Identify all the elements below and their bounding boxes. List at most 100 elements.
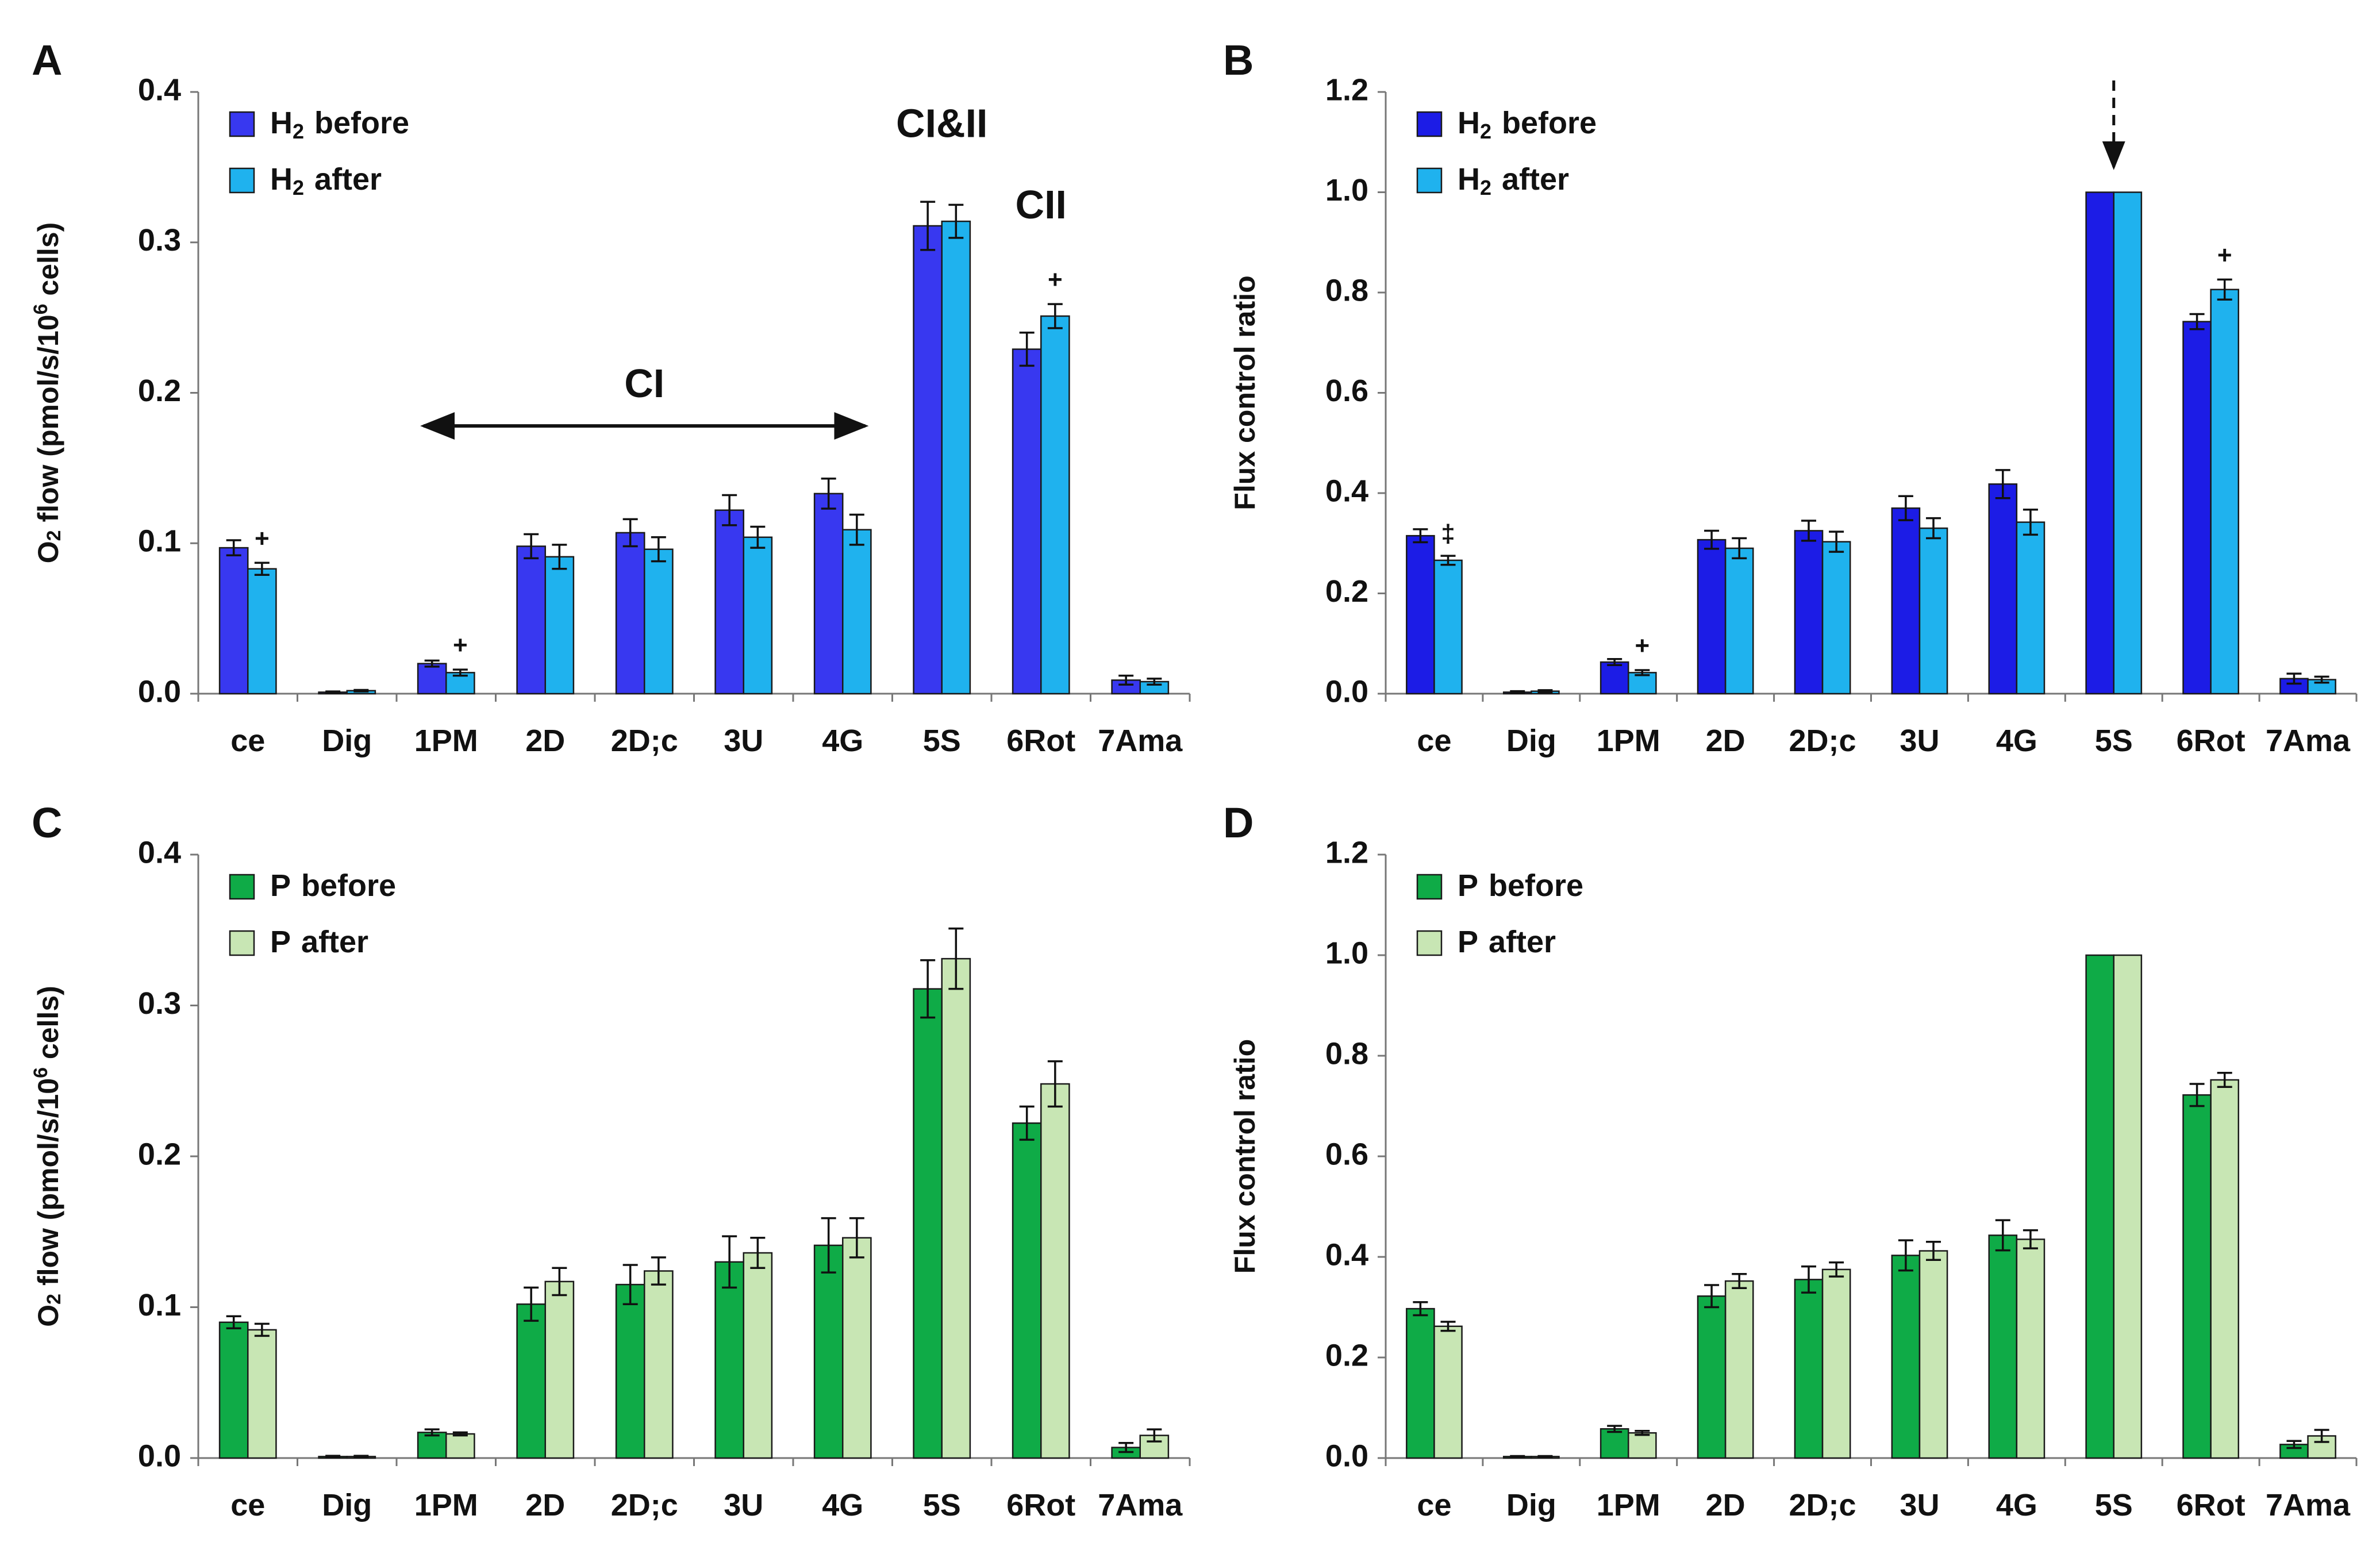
bar xyxy=(1891,507,1921,695)
y-title-mid: flow (pmol/s/10 xyxy=(32,1078,64,1294)
x-tick-label: 6Rot xyxy=(2177,1488,2246,1522)
significance-mark: + xyxy=(255,524,270,552)
legend-main: P xyxy=(1458,925,1478,959)
legend-entry-label: H2 after xyxy=(270,162,382,199)
legend-entry-label: H2 after xyxy=(1458,162,1569,199)
y-tick-label: 0.1 xyxy=(138,1288,181,1322)
bar xyxy=(743,536,773,695)
legend-rest: after xyxy=(1489,925,1556,959)
x-tick-label: Dig xyxy=(1506,724,1556,758)
x-tick-label: 6Rot xyxy=(1006,1488,1075,1522)
x-tick-label: 6Rot xyxy=(1006,724,1075,758)
legend-swatch xyxy=(229,167,255,194)
x-tick-label: 3U xyxy=(1900,1488,1939,1522)
bar xyxy=(1794,530,1824,695)
panel-letter: A xyxy=(32,36,62,84)
bar xyxy=(714,509,745,695)
y-tick-label: 0.4 xyxy=(1325,1237,1368,1272)
bar xyxy=(2113,191,2143,695)
x-tick-label: 2D;c xyxy=(611,1488,678,1522)
y-tick-label: 0.3 xyxy=(138,223,181,257)
y-title-sub: 2 xyxy=(43,1294,65,1305)
y-tick-label: 0.1 xyxy=(138,524,181,559)
bar xyxy=(1988,483,2018,695)
bar xyxy=(743,1252,773,1459)
y-title-end: cells) xyxy=(32,222,64,304)
y-tick-label: 0.2 xyxy=(1325,574,1368,609)
x-tick-label: 4G xyxy=(1996,1488,2037,1522)
y-axis-title: Flux control ratio xyxy=(1229,1039,1261,1274)
x-tick-label: 5S xyxy=(2095,1488,2133,1522)
legend-main: P xyxy=(1458,868,1478,903)
legend-swatch xyxy=(229,874,255,900)
bar xyxy=(813,1244,844,1459)
x-tick-label: 2D xyxy=(1706,1488,1745,1522)
x-tick-label: ce xyxy=(1417,1488,1451,1522)
x-tick-label: 2D;c xyxy=(1789,1488,1856,1522)
legend-rest: after xyxy=(314,162,382,197)
bar xyxy=(2210,289,2240,695)
bar xyxy=(1891,1255,1921,1459)
bar xyxy=(842,529,872,695)
x-tick-label: Dig xyxy=(322,1488,372,1522)
x-tick-label: 7Ama xyxy=(1098,1488,1183,1522)
x-tick-label: 4G xyxy=(1996,724,2037,758)
x-tick-label: 2D;c xyxy=(611,724,678,758)
x-tick-label: Dig xyxy=(322,724,372,758)
y-title-o: O xyxy=(32,1305,64,1327)
y-tick-label: 1.0 xyxy=(1325,936,1368,970)
bar xyxy=(913,225,943,695)
bar xyxy=(941,220,971,695)
y-title-sup: 6 xyxy=(30,1067,52,1078)
bar xyxy=(218,547,249,695)
annotation-label: CI xyxy=(624,361,664,406)
bar xyxy=(2016,1239,2046,1459)
panel-letter: C xyxy=(32,799,62,847)
legend-swatch xyxy=(1416,167,1443,194)
legend-main: H xyxy=(270,106,293,140)
legend-main: H xyxy=(1458,106,1480,140)
y-tick-label: 0.0 xyxy=(1325,674,1368,709)
bar xyxy=(1040,315,1070,695)
y-title-o: O xyxy=(32,541,64,563)
y-tick-label: 0.0 xyxy=(138,1439,181,1473)
bar xyxy=(842,1237,872,1459)
x-tick-label: 1PM xyxy=(1597,724,1660,758)
y-tick-label: 1.2 xyxy=(1325,72,1368,107)
bar xyxy=(2182,1094,2212,1459)
x-tick-label: 5S xyxy=(923,1488,961,1522)
x-tick-label: 7Ama xyxy=(2266,724,2351,758)
x-tick-label: 2D xyxy=(525,724,565,758)
x-tick-label: 4G xyxy=(822,1488,863,1522)
legend-main: H xyxy=(1458,162,1480,197)
significance-mark: + xyxy=(1048,266,1063,294)
x-tick-label: ce xyxy=(1417,724,1451,758)
y-tick-label: 1.2 xyxy=(1325,835,1368,870)
bar xyxy=(1697,1295,1727,1459)
bar xyxy=(1600,1428,1629,1459)
y-axis-title: O2 flow (pmol/s/106 cells) xyxy=(30,222,66,564)
bar xyxy=(544,1280,575,1459)
legend-swatch xyxy=(1416,874,1443,900)
x-tick-label: 3U xyxy=(1900,724,1939,758)
y-tick-label: 0.4 xyxy=(1325,474,1368,508)
y-axis-title: O2 flow (pmol/s/106 cells) xyxy=(30,986,66,1327)
significance-mark: + xyxy=(2217,241,2232,269)
bar xyxy=(615,532,645,695)
legend-rest: after xyxy=(301,925,368,959)
y-tick-label: 0.2 xyxy=(138,374,181,408)
y-title-mid: flow (pmol/s/10 xyxy=(32,314,64,530)
bar xyxy=(1406,534,1435,695)
y-tick-label: 0.0 xyxy=(138,674,181,709)
y-title-end: cells) xyxy=(32,986,64,1067)
bar xyxy=(218,1321,249,1459)
legend-main: P xyxy=(270,868,291,903)
legend-rest: before xyxy=(301,868,396,903)
bar xyxy=(2210,1079,2240,1459)
x-tick-label: 1PM xyxy=(1597,1488,1660,1522)
y-tick-label: 0.6 xyxy=(1325,374,1368,408)
annotation-label: CI&II xyxy=(896,101,987,146)
legend-entry-label: H2 before xyxy=(1458,106,1597,143)
